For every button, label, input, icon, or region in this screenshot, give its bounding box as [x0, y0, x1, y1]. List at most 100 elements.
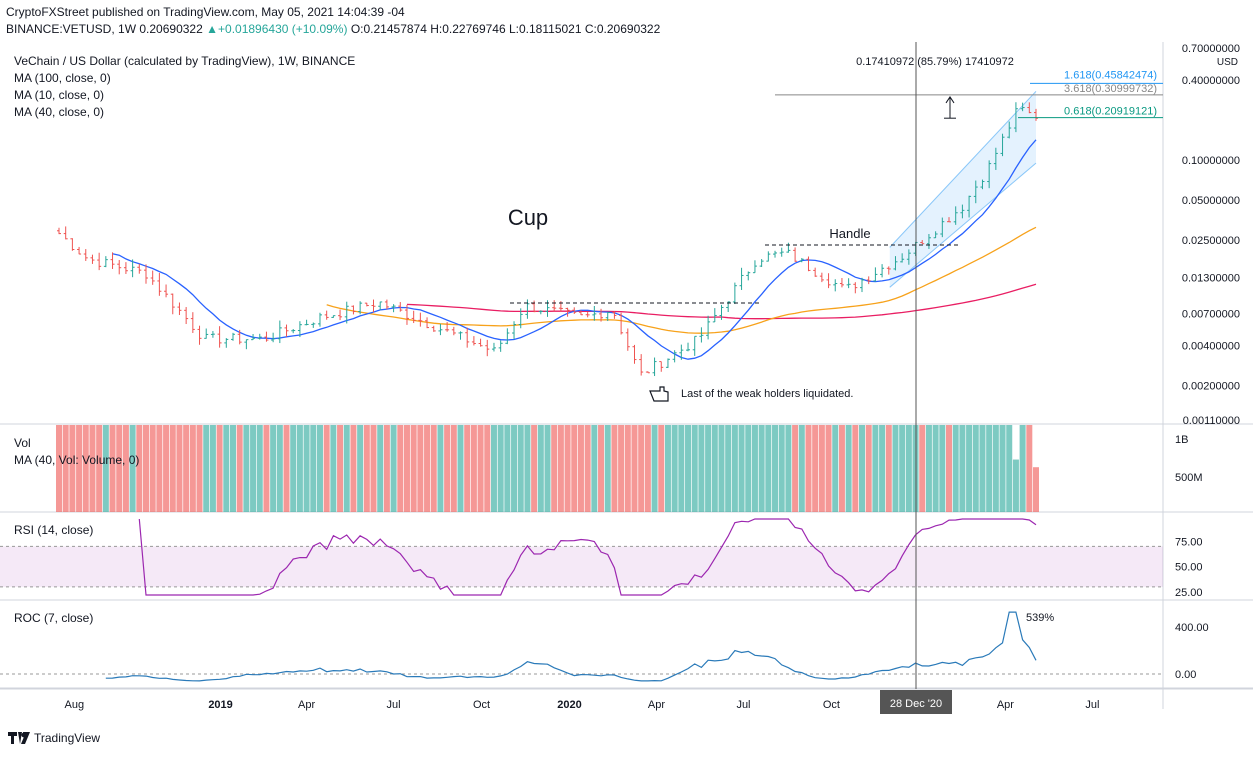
footer-brand[interactable]: TradingView	[8, 731, 100, 745]
time-tick-label: Jul	[387, 699, 401, 711]
time-tick-label: Apr	[648, 699, 665, 711]
up-arrow-icon: ▲	[206, 22, 219, 36]
volume-bar	[390, 425, 397, 512]
roc-line	[0, 611, 1163, 682]
volume-bar	[370, 425, 377, 512]
volume-bar	[296, 425, 303, 512]
chart-canvas[interactable]: 1.618(0.45842474) 3.618(0.30999732) 0.618(…	[0, 38, 1253, 758]
time-tick-label: 2020	[557, 699, 581, 711]
volume-bar	[149, 425, 156, 512]
volume-bar	[678, 425, 685, 512]
volume-bar	[751, 425, 758, 512]
volume-bar	[537, 425, 544, 512]
publish-info: CryptoFXStreet published on TradingView.…	[6, 5, 405, 19]
rsi-legend[interactable]: RSI (14, close)	[14, 523, 94, 537]
volume-bar	[939, 425, 946, 512]
candle-series	[57, 102, 1038, 377]
volume-bar	[885, 425, 892, 512]
volume-bar	[905, 425, 912, 512]
volume-bar	[397, 425, 404, 512]
volume-bar	[203, 425, 210, 512]
pointing-hand-icon	[649, 386, 669, 402]
price-tick-label: 0.00400000	[1182, 341, 1240, 353]
volume-bar	[410, 425, 417, 512]
channel-upper	[889, 90, 1037, 248]
price-tick-label: 0.10000000	[1182, 155, 1240, 167]
volume-bar	[169, 425, 176, 512]
volume-bar	[952, 425, 959, 512]
volume-bar	[283, 425, 290, 512]
volume-bar	[290, 425, 297, 512]
volume-bar	[598, 425, 605, 512]
volume-bar	[999, 425, 1006, 512]
volume-bar	[992, 425, 999, 512]
volume-bar	[350, 425, 357, 512]
volume-bar	[979, 425, 986, 512]
volume-bar	[544, 425, 551, 512]
volume-bar	[731, 425, 738, 512]
price-tick-label: 0.00700000	[1182, 308, 1240, 320]
volume-bar	[698, 425, 705, 512]
volume-bar	[276, 425, 283, 512]
volume-bar	[490, 425, 497, 512]
volume-bar	[745, 425, 752, 512]
main-legend-title: VeChain / US Dollar (calculated by Tradi…	[14, 54, 356, 68]
volume-bar	[357, 425, 364, 512]
volume-bar	[798, 425, 805, 512]
volume-bar	[604, 425, 611, 512]
price-tick-label: 0.01300000	[1182, 273, 1240, 285]
volume-bar	[551, 425, 558, 512]
time-tick-label: Oct	[473, 699, 490, 711]
volume-bar	[323, 425, 330, 512]
volume-bar	[417, 425, 424, 512]
open-value: 0.21457874	[363, 22, 427, 36]
volume-bar	[1012, 459, 1019, 512]
close-value: 0.20690322	[596, 22, 661, 36]
fib-label: 0.618(0.20919121)	[1064, 106, 1157, 118]
volume-bars	[56, 425, 1039, 512]
volume-bar	[899, 425, 906, 512]
volume-bar	[470, 425, 477, 512]
volume-bar	[256, 425, 263, 512]
currency-label: USD	[1217, 57, 1238, 68]
volume-bar	[56, 425, 62, 512]
volume-bar	[122, 425, 129, 512]
volume-bar	[223, 425, 230, 512]
volume-ma-legend[interactable]: MA (40, Vol: Volume, 0)	[14, 453, 140, 467]
ma40-legend[interactable]: MA (40, close, 0)	[14, 105, 105, 119]
roc-path	[105, 611, 1037, 682]
volume-bar	[109, 425, 116, 512]
volume-bar	[383, 425, 390, 512]
volume-bar	[236, 425, 243, 512]
volume-bar	[511, 425, 518, 512]
rsi-line	[138, 518, 1037, 596]
time-tick-label: Apr	[298, 699, 315, 711]
volume-bar	[959, 425, 966, 512]
volume-bar	[758, 425, 765, 512]
volume-bar	[805, 425, 812, 512]
roc-legend[interactable]: ROC (7, close)	[14, 611, 94, 625]
rsi-tick-label: 75.00	[1175, 536, 1203, 548]
volume-bar	[838, 425, 845, 512]
price-tick-label: 0.00200000	[1182, 381, 1240, 393]
volume-bar	[691, 425, 698, 512]
ma10-legend[interactable]: MA (10, close, 0)	[14, 88, 105, 102]
price-tick-label: 0.40000000	[1182, 75, 1240, 87]
volume-bar	[316, 425, 323, 512]
volume-bar	[564, 425, 571, 512]
volume-bar	[102, 425, 109, 512]
date-highlight-label: 28 Dec '20	[890, 698, 942, 710]
volume-bar	[444, 425, 451, 512]
rsi-tick-label: 50.00	[1175, 562, 1203, 574]
change-value: +0.01896430 (+10.09%)	[218, 22, 348, 36]
volume-bar	[818, 425, 825, 512]
volume-tick-label: 1B	[1175, 434, 1188, 446]
volume-bar	[631, 425, 638, 512]
volume-bar	[772, 425, 779, 512]
volume-bar	[163, 425, 170, 512]
volume-bar	[310, 425, 317, 512]
volume-bar	[450, 425, 457, 512]
volume-legend[interactable]: Vol	[14, 436, 31, 450]
volume-bar	[116, 425, 123, 512]
ma100-legend[interactable]: MA (100, close, 0)	[14, 71, 111, 85]
